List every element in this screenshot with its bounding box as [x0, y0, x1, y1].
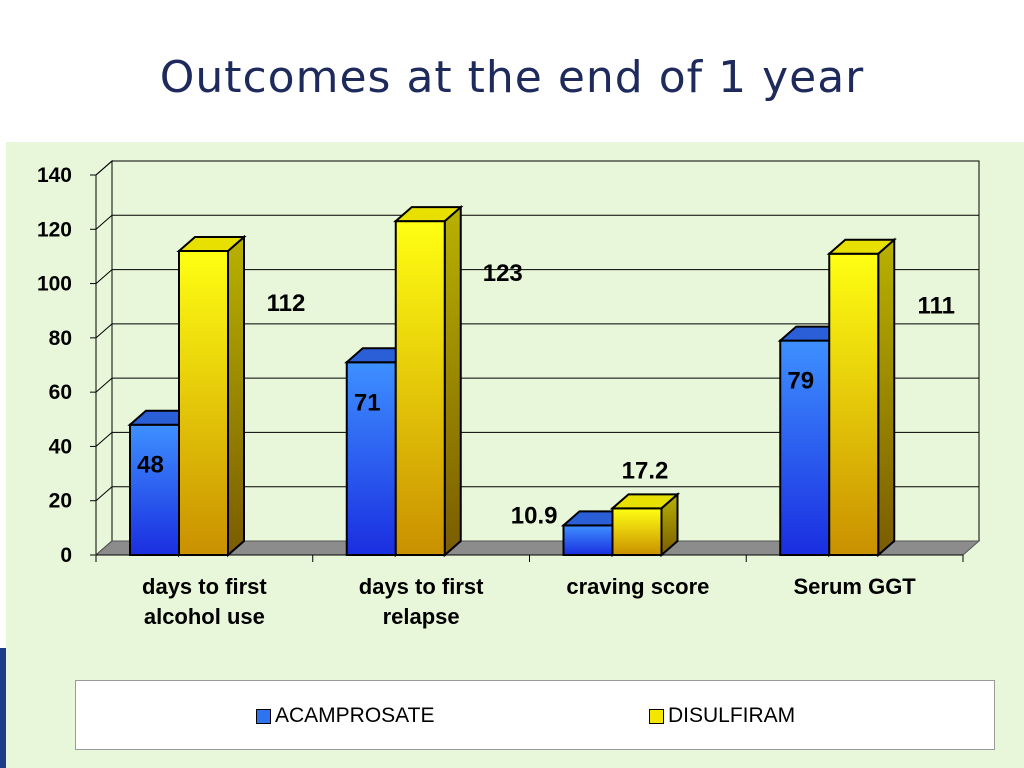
bar-1-3: [826, 237, 897, 558]
y-tick-label: 20: [49, 490, 72, 513]
bar-front: [129, 423, 180, 557]
y-tick-label: 120: [37, 218, 72, 241]
bar-top: [609, 493, 681, 510]
data-label: 79: [787, 368, 814, 395]
x-tick-label: alcohol use: [144, 604, 265, 629]
bar-1-0: [176, 234, 247, 558]
gridline: [95, 323, 979, 339]
gridline: [95, 377, 979, 393]
legend-swatch-acamprosate: [256, 708, 271, 724]
data-label: 48: [137, 452, 164, 479]
legend-label-acamprosate: ACAMPROSATE: [275, 704, 435, 727]
data-label: 10.9: [511, 502, 558, 529]
y-tick-label: 80: [49, 327, 72, 350]
bar-front: [611, 507, 663, 557]
bar-side: [877, 237, 896, 558]
data-label: 71: [354, 389, 381, 416]
bar-front: [394, 220, 446, 556]
legend-item-acamprosate: ACAMPROSATE: [256, 704, 434, 728]
gridline: [95, 214, 979, 230]
y-tick-label: 60: [49, 381, 72, 404]
bar-1-1: [393, 204, 464, 558]
bar-top: [176, 236, 247, 252]
x-tick-label: relapse: [383, 604, 460, 629]
x-tick-label: Serum GGT: [794, 574, 917, 599]
legend: ACAMPROSATE DISULFIRAM: [75, 680, 995, 750]
y-tick-label: 0: [60, 544, 72, 567]
data-label: 17.2: [622, 457, 669, 484]
y-tick-label: 40: [49, 435, 72, 458]
data-label: 112: [267, 290, 306, 317]
left-accent-bar: [0, 648, 6, 768]
gridline: [95, 431, 979, 447]
bar-side: [227, 234, 245, 558]
bar-front: [562, 524, 614, 557]
x-tick-label: days to first: [359, 574, 484, 599]
gridline: [95, 486, 979, 502]
bar-top: [393, 206, 464, 223]
bar-front: [828, 252, 880, 556]
legend-swatch-disulfiram: [649, 708, 664, 724]
gridline: [95, 269, 979, 284]
data-label: 111: [918, 293, 955, 320]
data-label: 123: [483, 260, 523, 287]
bar-side: [443, 204, 462, 558]
bar-top: [826, 238, 897, 255]
y-tick-label: 140: [37, 164, 72, 187]
x-tick-label: days to first: [142, 574, 267, 599]
slide-title: Outcomes at the end of 1 year: [159, 52, 865, 103]
legend-item-disulfiram: DISULFIRAM: [649, 704, 795, 728]
x-tick-label: craving score: [566, 574, 709, 599]
legend-label-disulfiram: DISULFIRAM: [668, 704, 796, 727]
side-wall: [95, 159, 113, 557]
bar-1-2: [609, 492, 681, 558]
gridline: [95, 160, 979, 176]
y-tick-label: 100: [37, 273, 72, 296]
bar-front: [178, 250, 229, 556]
